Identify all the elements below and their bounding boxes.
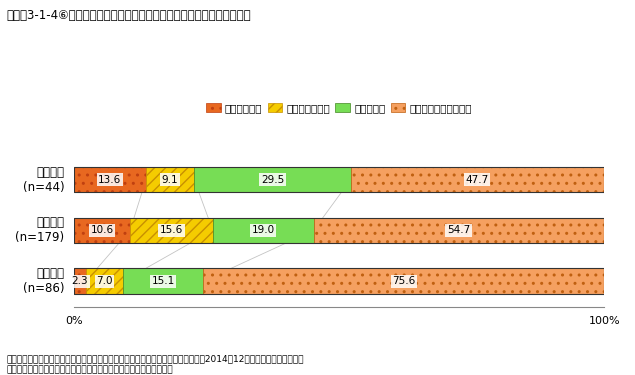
Text: 9.1: 9.1 [162, 175, 178, 184]
Legend: 全支店で実施, 一部支店で実施, 現在検討中, 現在検討もしていない: 全支店で実施, 一部支店で実施, 現在検討中, 現在検討もしていない [202, 99, 476, 117]
Text: 2.3: 2.3 [72, 276, 88, 286]
Text: 15.1: 15.1 [152, 276, 175, 286]
Text: 15.6: 15.6 [160, 225, 183, 236]
Text: コラム3-1-4⑥図　創業支援専門チーム（課）の編成による創業支援体制: コラム3-1-4⑥図 創業支援専門チーム（課）の編成による創業支援体制 [6, 9, 251, 22]
Bar [194, 167, 351, 192]
Bar [74, 268, 604, 294]
Bar [213, 218, 314, 243]
Text: 19.0: 19.0 [251, 225, 275, 236]
Text: 75.6: 75.6 [392, 276, 415, 286]
Bar [74, 167, 604, 192]
Text: 10.6: 10.6 [90, 225, 114, 236]
Bar [74, 167, 146, 192]
Text: 資料：中小企業庁委託「地域金融機関の中小企業への支援の実態に関する調査」（2014年12月、ランドブレイン株）: 資料：中小企業庁委託「地域金融機関の中小企業への支援の実態に関する調査」（201… [6, 354, 304, 363]
Bar [146, 167, 194, 192]
Text: 13.6: 13.6 [98, 175, 121, 184]
Bar [74, 268, 86, 294]
Bar [314, 218, 604, 243]
Bar [74, 218, 604, 243]
Text: （注）地域金融機関に対して、各支店の創業支援体制を尋ねたもの。: （注）地域金融機関に対して、各支店の創業支援体制を尋ねたもの。 [6, 366, 173, 375]
Text: 7.0: 7.0 [97, 276, 113, 286]
Bar [203, 268, 604, 294]
Bar [351, 167, 604, 192]
Bar [74, 218, 130, 243]
Bar [123, 268, 203, 294]
Bar [130, 218, 213, 243]
Text: 54.7: 54.7 [447, 225, 471, 236]
Text: 47.7: 47.7 [465, 175, 489, 184]
Bar [86, 268, 123, 294]
Text: 29.5: 29.5 [261, 175, 284, 184]
